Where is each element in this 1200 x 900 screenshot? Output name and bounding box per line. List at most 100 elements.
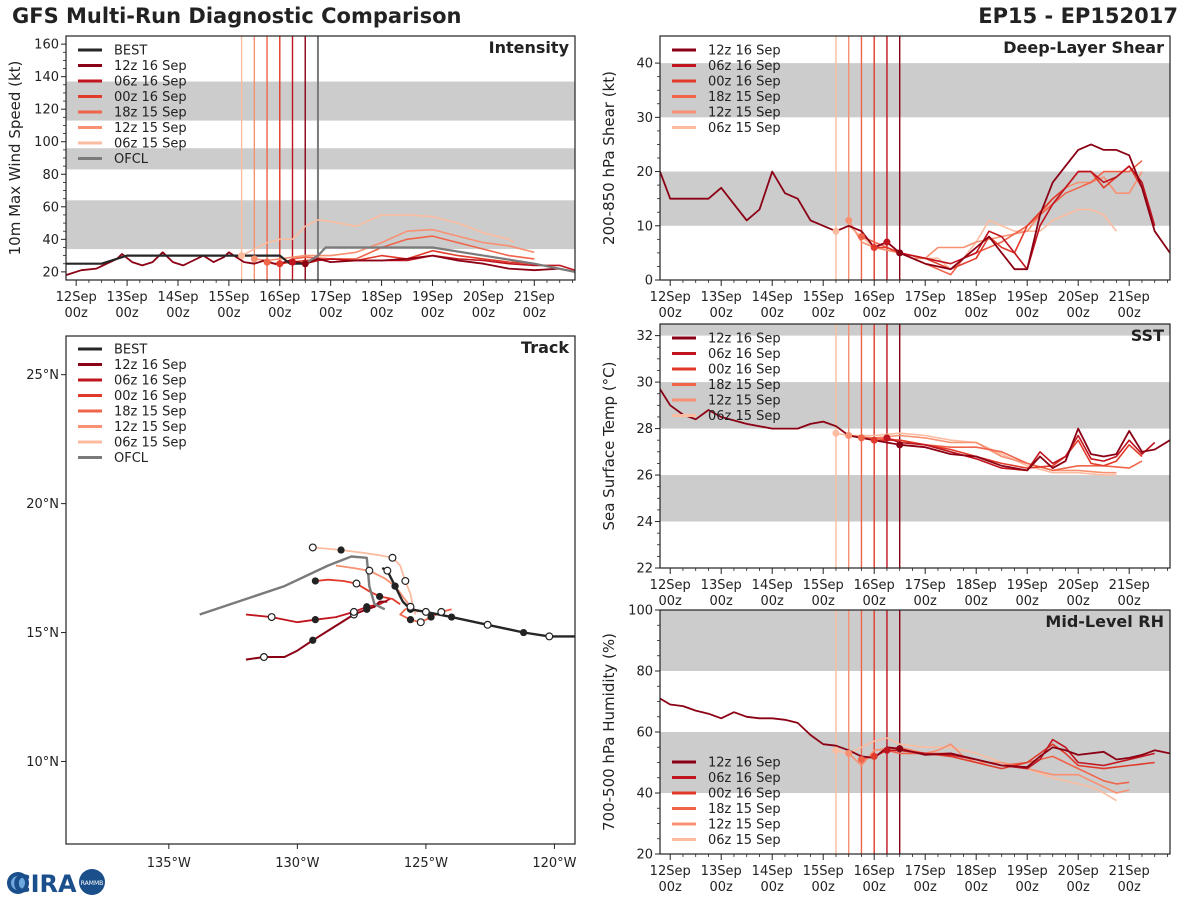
- rh-xtick-label: 19Sep: [1007, 864, 1048, 879]
- intensity-legend-label: BEST: [114, 44, 147, 59]
- shear-init-marker: [857, 233, 865, 241]
- sst-legend-label: 12z 16 Sep: [708, 332, 781, 347]
- intensity-xtick-sublabel: 00z: [166, 306, 190, 321]
- sst-series-12z-15-sep: [848, 434, 1117, 474]
- intensity-xtick-label: 14Sep: [157, 290, 198, 305]
- track-plot-area: [199, 543, 575, 662]
- rh-ytick-label: 80: [636, 665, 653, 680]
- shear-init-marker: [832, 227, 840, 235]
- intensity-band: [66, 148, 575, 170]
- intensity-legend-label: OFCL: [114, 152, 149, 167]
- intensity-legend-label: 18z 15 Sep: [114, 106, 187, 121]
- sst-xtick-label: 20Sep: [1058, 578, 1099, 593]
- track-legend-label: 06z 16 Sep: [114, 374, 187, 389]
- shear-ytick-label: 10: [636, 219, 653, 234]
- sst-init-marker: [870, 436, 878, 444]
- sst-xtick-label: 16Sep: [854, 578, 895, 593]
- sst-legend-label: 12z 15 Sep: [708, 394, 781, 409]
- shear-series-06z-16-sep: [886, 165, 1156, 271]
- track-point-open: [437, 607, 446, 616]
- shear-xtick-sublabel: 00z: [1016, 306, 1040, 321]
- cira-logo: CIRA RAMMB: [7, 869, 105, 898]
- shear-xtick-label: 13Sep: [701, 290, 742, 305]
- track-legend-label: BEST: [114, 343, 147, 358]
- intensity-title: Intensity: [489, 38, 570, 57]
- rh-init-marker: [832, 746, 840, 754]
- intensity-xtick-sublabel: 00z: [115, 306, 139, 321]
- intensity-band: [66, 200, 575, 250]
- track-point-filled: [427, 613, 435, 621]
- sst-plot-area: [660, 324, 1170, 568]
- track-legend-label: OFCL: [114, 451, 149, 466]
- intensity-xtick-sublabel: 00z: [523, 306, 547, 321]
- track-point-filled: [337, 546, 345, 554]
- shear-series-12z-16-sep: [660, 143, 1170, 271]
- intensity-xtick-label: 15Sep: [208, 290, 249, 305]
- sst-ytick-label: 32: [636, 329, 653, 344]
- track-point-open: [259, 653, 268, 662]
- rh-xtick-sublabel: 00z: [1118, 880, 1142, 895]
- intensity-xtick-sublabel: 00z: [421, 306, 445, 321]
- sst-xtick-sublabel: 00z: [863, 594, 887, 609]
- sst-band: [660, 382, 1170, 429]
- rammb-badge-icon: [79, 869, 105, 895]
- rh-xtick-sublabel: 00z: [1067, 880, 1091, 895]
- rh-legend-label: 06z 16 Sep: [708, 771, 781, 786]
- intensity-xtick-label: 20Sep: [463, 290, 504, 305]
- track-point-open: [401, 576, 410, 585]
- sst-legend-label: 00z 16 Sep: [708, 363, 781, 378]
- sst-xtick-sublabel: 00z: [812, 594, 836, 609]
- intensity-ytick-label: 80: [42, 168, 59, 183]
- shear-legend-label: 06z 16 Sep: [708, 59, 781, 74]
- track-legend-label: 12z 16 Sep: [114, 358, 187, 373]
- sst-init-marker: [857, 434, 865, 442]
- sst-ytick-label: 24: [636, 515, 653, 530]
- rh-series-06z-16-sep: [887, 738, 1155, 770]
- track-xtick-label: 130°W: [275, 856, 319, 871]
- track-title: Track: [521, 338, 569, 357]
- intensity-init-marker: [289, 258, 297, 266]
- sst-init-marker: [896, 441, 904, 449]
- track-point-filled: [406, 616, 415, 624]
- intensity-init-marker: [276, 260, 284, 268]
- shear-xtick-sublabel: 00z: [914, 306, 938, 321]
- intensity-legend-label: 06z 16 Sep: [114, 75, 187, 90]
- shear-xtick-label: 18Sep: [956, 290, 997, 305]
- rh-legend-label: 12z 16 Sep: [708, 756, 781, 771]
- rh-xtick-label: 12Sep: [650, 864, 691, 879]
- rh-ytick-label: 60: [636, 726, 653, 741]
- rh-xtick-sublabel: 00z: [914, 880, 938, 895]
- sst-init-marker: [883, 434, 891, 442]
- sst-panel: 22242628303212Sep00z13Sep00z14Sep00z15Se…: [600, 323, 1171, 609]
- shear-xtick-label: 17Sep: [905, 290, 946, 305]
- intensity-xtick-sublabel: 00z: [370, 306, 394, 321]
- track-point-filled: [376, 592, 384, 601]
- intensity-xtick-label: 16Sep: [259, 290, 300, 305]
- shear-ytick-label: 0: [645, 274, 653, 289]
- rh-xtick-label: 17Sep: [905, 864, 946, 879]
- track-ytick-label: 25°N: [26, 368, 59, 383]
- shear-panel: 01020304012Sep00z13Sep00z14Sep00z15Sep00…: [600, 35, 1171, 321]
- intensity-xtick-sublabel: 00z: [268, 306, 292, 321]
- track-series-06z-15-sep: [312, 546, 417, 615]
- rh-title: Mid-Level RH: [1045, 612, 1164, 631]
- shear-xtick-label: 12Sep: [650, 290, 691, 305]
- rh-init-marker: [870, 752, 878, 760]
- track-legend-label: 18z 15 Sep: [114, 405, 187, 420]
- sst-title: SST: [1131, 326, 1164, 345]
- shear-init-marker: [883, 238, 891, 246]
- rh-xtick-label: 18Sep: [956, 864, 997, 879]
- sst-series-06z-16-sep: [886, 434, 1156, 472]
- intensity-ytick-label: 60: [42, 200, 59, 215]
- track-point-open: [545, 632, 554, 641]
- shear-xtick-label: 21Sep: [1109, 290, 1150, 305]
- track-point-filled: [363, 603, 371, 611]
- shear-xtick-sublabel: 00z: [710, 306, 734, 321]
- rh-legend-label: 12z 15 Sep: [708, 818, 781, 833]
- track-point-open: [308, 543, 317, 552]
- shear-init-marker: [845, 216, 853, 224]
- rh-xtick-sublabel: 00z: [710, 880, 734, 895]
- track-legend-label: 12z 15 Sep: [114, 420, 187, 435]
- sst-band: [660, 475, 1170, 522]
- rh-init-marker: [845, 749, 853, 757]
